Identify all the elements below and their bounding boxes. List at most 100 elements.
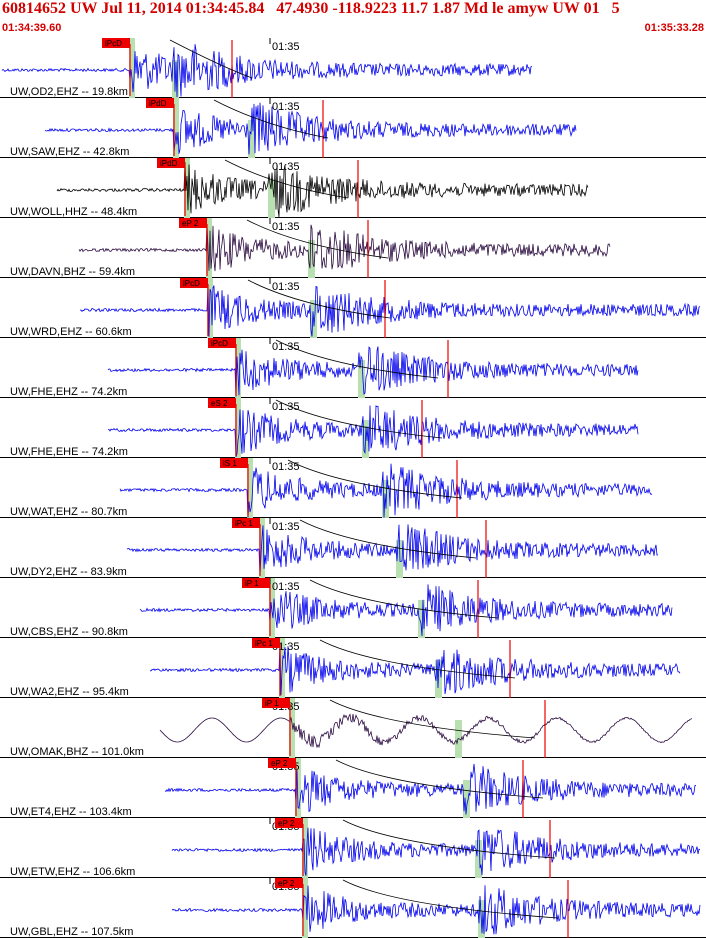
pick-label-box (157, 158, 185, 168)
minute-label: 01:35 (272, 461, 300, 473)
station-label: UW,FHE,EHZ -- 74.2km (10, 386, 127, 398)
pick-label: eP 2 (278, 879, 295, 888)
pick-label-box (252, 638, 280, 648)
pick-label-box (180, 278, 208, 288)
pick-label: eP 2 (182, 219, 199, 228)
travel-time-curve (299, 519, 477, 559)
station-label: UW,WAT,EHZ -- 80.7km (10, 506, 127, 518)
station-label: UW,CBS,EHZ -- 90.8km (10, 626, 128, 638)
p-window-bar (302, 818, 308, 878)
waveform-trace (126, 524, 659, 576)
p-window-bar (206, 218, 212, 278)
pick-label: iPdD (149, 99, 167, 108)
travel-time-curve (213, 99, 329, 139)
s-window-bar (396, 540, 403, 578)
waveform-trace (79, 284, 701, 337)
minute-label: 01:35 (272, 41, 300, 53)
s-window-bar (475, 840, 482, 878)
pick-label: iS 1 (223, 459, 237, 468)
travel-time-curve (287, 459, 463, 499)
travel-time-curve (342, 819, 556, 859)
station-label: UW,SAW,EHZ -- 42.8km (10, 146, 129, 158)
pick-label: eP 2 (278, 819, 295, 828)
waveform-trace (164, 763, 697, 815)
waveform-trace (56, 162, 589, 218)
start-time: 01:34:39.60 (2, 22, 62, 34)
pick-label: iPcD (183, 279, 200, 288)
travel-time-curve (319, 639, 516, 679)
pick-label: iPc 1 (255, 639, 273, 648)
s-window-bar (248, 120, 255, 158)
minute-label: 01:35 (272, 161, 300, 173)
waveform-trace (78, 224, 611, 272)
p-window-bar (289, 698, 295, 758)
waveform-trace (1, 44, 533, 98)
minute-label: 01:35 (272, 281, 300, 293)
station-label: UW,GBL,EHZ -- 107.5km (10, 926, 133, 938)
p-window-bar (235, 398, 241, 458)
station-label: UW,WRD,EHZ -- 60.6km (10, 326, 132, 338)
pick-label-box (275, 878, 303, 888)
minute-label: 01:35 (272, 401, 300, 413)
p-window-bar (173, 98, 179, 158)
p-window-bar (302, 878, 308, 938)
waveform-trace (107, 346, 639, 397)
header: 60814652 UW Jul 11, 2014 01:34:45.84 47.… (0, 0, 706, 38)
s-window-bar (358, 360, 365, 398)
p-window-bar (295, 758, 301, 818)
pick-label: iP 1 (245, 579, 259, 588)
waveform-trace (159, 713, 693, 749)
p-window-bar (259, 518, 265, 578)
station-label: UW,ETW,EHZ -- 106.6km (10, 866, 135, 878)
station-label: UW,DAVN,BHZ -- 59.4km (10, 266, 135, 278)
pick-label-box (220, 458, 248, 468)
pick-label-box (275, 818, 303, 828)
s-window-bar (308, 240, 315, 278)
station-label: UW,OD2,EHZ -- 19.8km (10, 86, 128, 98)
pick-label: iP 1 (265, 699, 279, 708)
pick-label-box (232, 518, 260, 528)
travel-time-curve (247, 279, 391, 319)
pick-label: eS 2 (211, 399, 228, 408)
pick-label: iPcD (211, 339, 228, 348)
minute-label: 01:35 (272, 341, 300, 353)
station-label: UW,WOLL,HHZ -- 48.4km (10, 206, 137, 218)
travel-time-curve (275, 399, 443, 439)
waveform-trace (171, 885, 701, 935)
pick-label-box (262, 698, 290, 708)
travel-time-curve (342, 879, 559, 919)
station-label: UW,WA2,EHZ -- 95.4km (10, 686, 129, 698)
pick-label-box (102, 38, 130, 48)
station-label: UW,OMAK,BHZ -- 101.0km (10, 746, 144, 758)
minute-label: 01:35 (272, 101, 300, 113)
event-title: 60814652 UW Jul 11, 2014 01:34:45.84 47.… (2, 0, 620, 17)
seismogram-plot: 01:35 iPcD UW,OD2,EHZ -- 19.8km 01:35 iPdD UW… (0, 38, 706, 938)
s-window-bar (418, 600, 425, 638)
minute-label: 01:35 (272, 581, 300, 593)
pick-label-box (179, 218, 207, 228)
pick-label-box (208, 398, 236, 408)
end-time: 01:35:33.28 (644, 22, 704, 34)
pick-label: iPdD (160, 159, 178, 168)
station-label: UW,ET4,EHZ -- 103.4km (10, 806, 132, 818)
travel-time-curve (246, 219, 389, 259)
pick-label: iPc 1 (235, 519, 253, 528)
pick-label: iPcD (105, 39, 122, 48)
waveform-trace (44, 102, 577, 155)
travel-time-curve (169, 39, 253, 79)
travel-time-curve (309, 579, 499, 619)
pick-label-box (268, 758, 296, 768)
travel-time-curve (275, 339, 439, 379)
pick-label: eP 2 (271, 759, 288, 768)
travel-time-curve (224, 159, 349, 199)
s-window-bar (463, 780, 470, 818)
minute-label: 01:35 (272, 521, 300, 533)
station-label: UW,DY2,EHZ -- 83.9km (10, 566, 127, 578)
pick-label-box (146, 98, 174, 108)
minute-label: 01:35 (272, 221, 300, 233)
waveform-trace (108, 405, 639, 457)
p-window-bar (129, 38, 135, 98)
travel-time-curve (335, 759, 544, 799)
waveform-trace (150, 643, 681, 696)
travel-time-curve (329, 699, 536, 739)
